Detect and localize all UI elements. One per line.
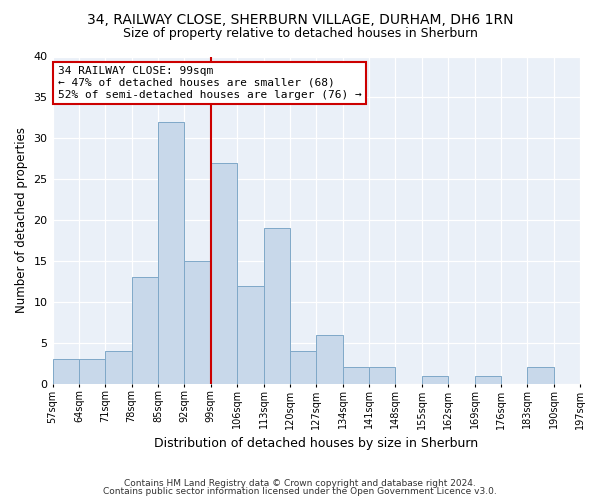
Bar [343, 368, 369, 384]
Bar [79, 359, 105, 384]
Bar [158, 122, 184, 384]
Bar [422, 376, 448, 384]
Bar [527, 368, 554, 384]
Text: Contains public sector information licensed under the Open Government Licence v3: Contains public sector information licen… [103, 487, 497, 496]
Y-axis label: Number of detached properties: Number of detached properties [15, 127, 28, 313]
Bar [53, 359, 79, 384]
Text: Size of property relative to detached houses in Sherburn: Size of property relative to detached ho… [122, 28, 478, 40]
Bar [131, 278, 158, 384]
Text: Contains HM Land Registry data © Crown copyright and database right 2024.: Contains HM Land Registry data © Crown c… [124, 478, 476, 488]
Bar [369, 368, 395, 384]
Text: 34, RAILWAY CLOSE, SHERBURN VILLAGE, DURHAM, DH6 1RN: 34, RAILWAY CLOSE, SHERBURN VILLAGE, DUR… [87, 12, 513, 26]
X-axis label: Distribution of detached houses by size in Sherburn: Distribution of detached houses by size … [154, 437, 478, 450]
Bar [263, 228, 290, 384]
Bar [290, 351, 316, 384]
Bar [211, 163, 237, 384]
Bar [184, 261, 211, 384]
Text: 34 RAILWAY CLOSE: 99sqm
← 47% of detached houses are smaller (68)
52% of semi-de: 34 RAILWAY CLOSE: 99sqm ← 47% of detache… [58, 66, 362, 100]
Bar [316, 334, 343, 384]
Bar [105, 351, 131, 384]
Bar [237, 286, 263, 384]
Bar [475, 376, 501, 384]
